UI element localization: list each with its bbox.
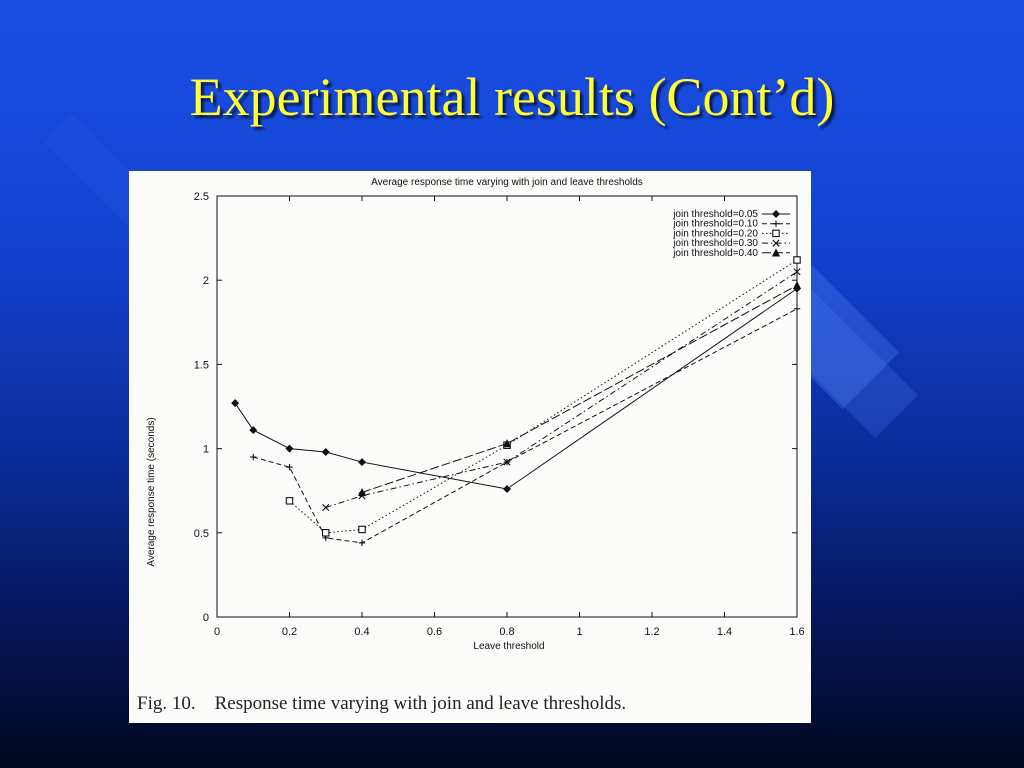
data-point <box>793 305 801 313</box>
series-line <box>253 308 798 544</box>
series-line <box>325 271 798 509</box>
plot-area-frame <box>216 195 798 618</box>
data-point <box>502 439 512 448</box>
data-point <box>792 280 802 290</box>
data-point <box>322 529 330 537</box>
data-point <box>322 503 330 512</box>
line-chart: Average response time varying with join … <box>146 177 805 652</box>
x-tick-label: 0.6 <box>427 626 442 638</box>
x-tick-label: 0.4 <box>354 626 369 638</box>
y-axis-label: Average response time (seconds) <box>146 417 157 566</box>
data-point <box>357 487 367 497</box>
y-tick-label: 2 <box>203 275 209 287</box>
data-point <box>358 525 366 534</box>
slide-title: Experimental results (Cont’d) <box>189 67 835 127</box>
series-4 <box>322 268 801 512</box>
figure-caption: Fig. 10. Response time varying with join… <box>137 693 627 714</box>
data-point <box>249 426 258 435</box>
legend-label: join threshold=0.40 <box>672 248 758 259</box>
figure-panel: Average response time varying with join … <box>129 171 811 723</box>
legend-label: join threshold=0.30 <box>672 238 758 249</box>
data-point <box>231 399 240 408</box>
data-point <box>358 539 366 547</box>
data-point <box>285 497 294 505</box>
data-point <box>358 458 366 467</box>
y-tick-label: 0.5 <box>194 528 209 540</box>
data-point <box>321 447 330 456</box>
x-tick-label: 0.2 <box>282 626 297 638</box>
series-line <box>234 288 798 490</box>
x-tick-label: 1.2 <box>644 626 659 638</box>
data-point <box>503 458 511 466</box>
series-line <box>361 284 798 493</box>
data-point <box>286 463 293 471</box>
data-point <box>250 453 257 461</box>
x-tick-label: 1 <box>576 626 582 638</box>
chart-title: Average response time varying with join … <box>371 177 643 188</box>
legend-marker <box>771 248 781 257</box>
data-point <box>503 485 511 493</box>
legend-marker <box>772 229 780 238</box>
x-tick-label: 1.4 <box>717 626 732 638</box>
x-tick-label: 0 <box>214 626 220 638</box>
legend-label: join threshold=0.05 <box>672 209 758 220</box>
y-tick-label: 2.5 <box>194 191 209 203</box>
legend-label: join threshold=0.10 <box>672 219 758 230</box>
legend-label: join threshold=0.20 <box>672 228 758 239</box>
data-point <box>793 256 801 264</box>
series-line <box>289 259 798 534</box>
legend-marker <box>772 239 780 247</box>
data-point <box>793 268 801 276</box>
series-5 <box>357 280 802 497</box>
x-tick-label: 1.6 <box>789 626 804 638</box>
legend-marker <box>772 210 780 218</box>
legend-marker <box>772 220 780 227</box>
y-tick-label: 1 <box>203 444 209 456</box>
x-axis-label: Leave threshold <box>473 641 544 652</box>
x-tick-label: 0.8 <box>499 626 514 638</box>
y-tick-label: 1.5 <box>194 359 209 371</box>
series-2 <box>250 305 801 547</box>
y-tick-label: 0 <box>203 612 209 624</box>
series-1 <box>231 284 801 493</box>
data-point <box>285 444 294 453</box>
